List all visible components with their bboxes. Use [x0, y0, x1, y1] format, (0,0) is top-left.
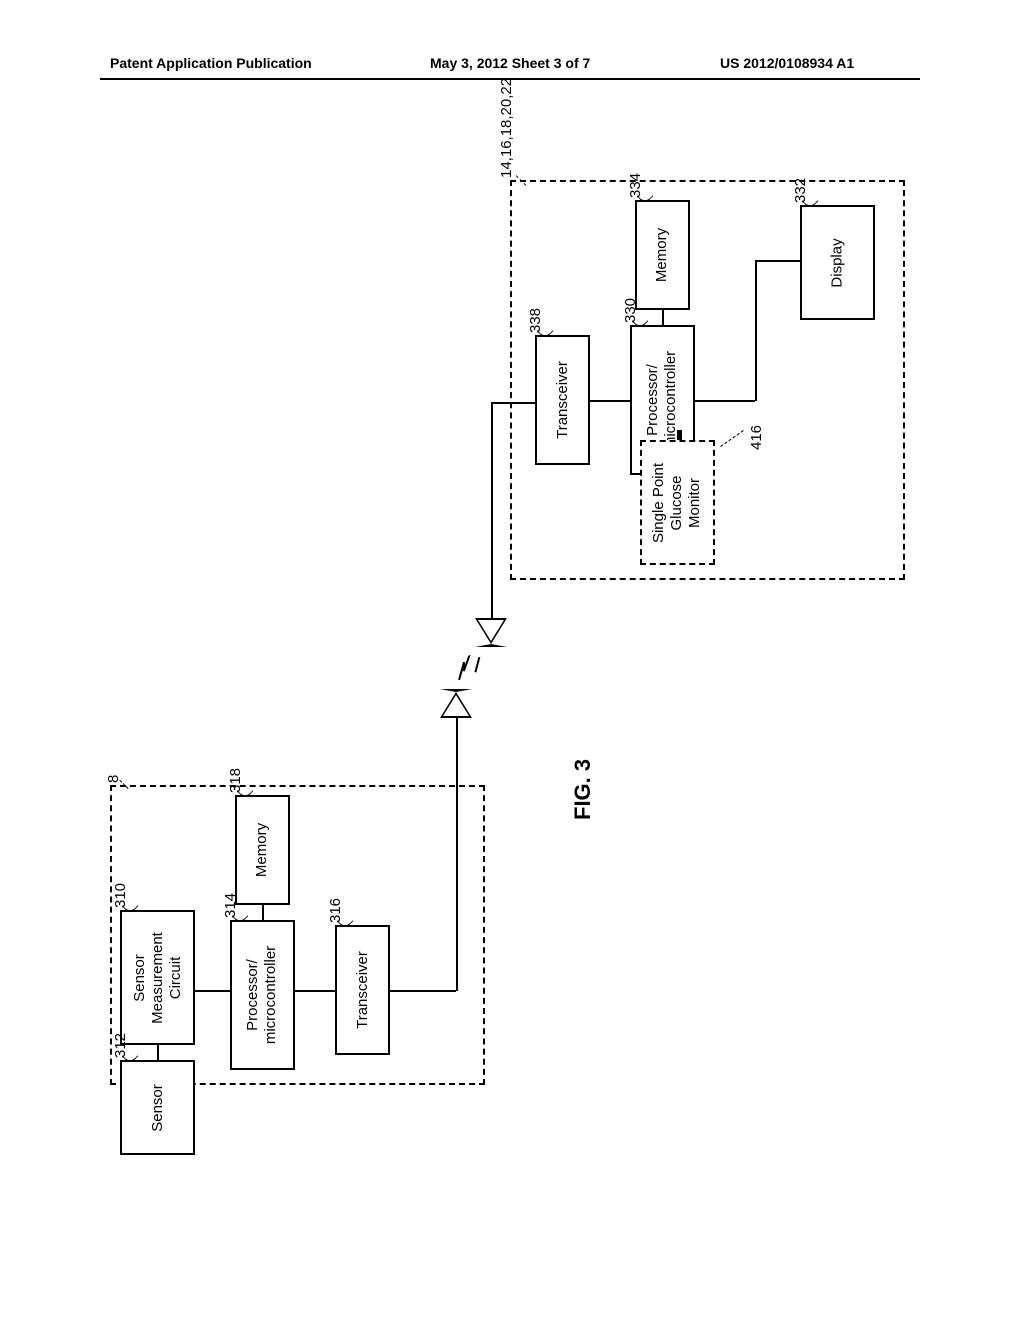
right-memory-block: Memory [635, 200, 690, 310]
display-label: Display [829, 238, 847, 287]
figure-diagram: FIG. 3 8 SensorMeasurementCircuit 310 Se… [100, 160, 920, 1140]
figure-label: FIG. 3 [570, 759, 596, 820]
left-transceiver-label: Transceiver [354, 951, 372, 1029]
conn-smc-to-proc [195, 990, 230, 992]
right-processor-label: Processor/microcontroller [645, 351, 681, 449]
left-memory-label: Memory [254, 823, 272, 877]
sensor-block: Sensor [120, 1060, 195, 1155]
header-publication: Patent Application Publication [110, 55, 312, 71]
right-transceiver-block: Transceiver [535, 335, 590, 465]
header-pub-number: US 2012/0108934 A1 [720, 55, 854, 71]
conn-antenna-feed-right [491, 402, 493, 618]
conn-sensor-to-smc [157, 1045, 159, 1060]
conn-mem-to-proc-left [262, 905, 264, 920]
conn-antenna-feed-left [456, 715, 458, 991]
conn-to-display [755, 260, 800, 262]
sensor-measurement-label: SensorMeasurementCircuit [131, 932, 185, 1024]
left-antenna-icon [440, 689, 472, 718]
right-transceiver-label: Transceiver [554, 361, 572, 439]
right-memory-label: Memory [654, 228, 672, 282]
left-memory-block: Memory [235, 795, 290, 905]
conn-trans-to-antenna-left [390, 990, 456, 992]
display-block: Display [800, 205, 875, 320]
wireless-wave-icon [450, 647, 495, 682]
conn-mem-to-proc-right [662, 310, 664, 325]
right-unit-ref: 14,16,18,20,22 [498, 78, 515, 178]
spgm-block: Single PointGlucoseMonitor [640, 440, 715, 565]
conn-proc-to-display-v [755, 260, 757, 401]
header-date-sheet: May 3, 2012 Sheet 3 of 7 [430, 55, 590, 71]
sensor-label: Sensor [149, 1084, 167, 1132]
spgm-ref: 416 [748, 425, 765, 450]
left-transceiver-block: Transceiver [335, 925, 390, 1055]
conn-proc-to-display-h [695, 400, 755, 402]
conn-trans-to-proc-right [590, 400, 630, 402]
right-antenna-icon [475, 618, 507, 647]
sensor-measurement-block: SensorMeasurementCircuit [120, 910, 195, 1045]
conn-proc-to-spgm [677, 430, 682, 440]
left-processor-block: Processor/microcontroller [230, 920, 295, 1070]
spgm-label: Single PointGlucoseMonitor [651, 462, 705, 542]
left-processor-label: Processor/microcontroller [245, 946, 281, 1044]
conn-proc-to-trans-left [295, 990, 335, 992]
